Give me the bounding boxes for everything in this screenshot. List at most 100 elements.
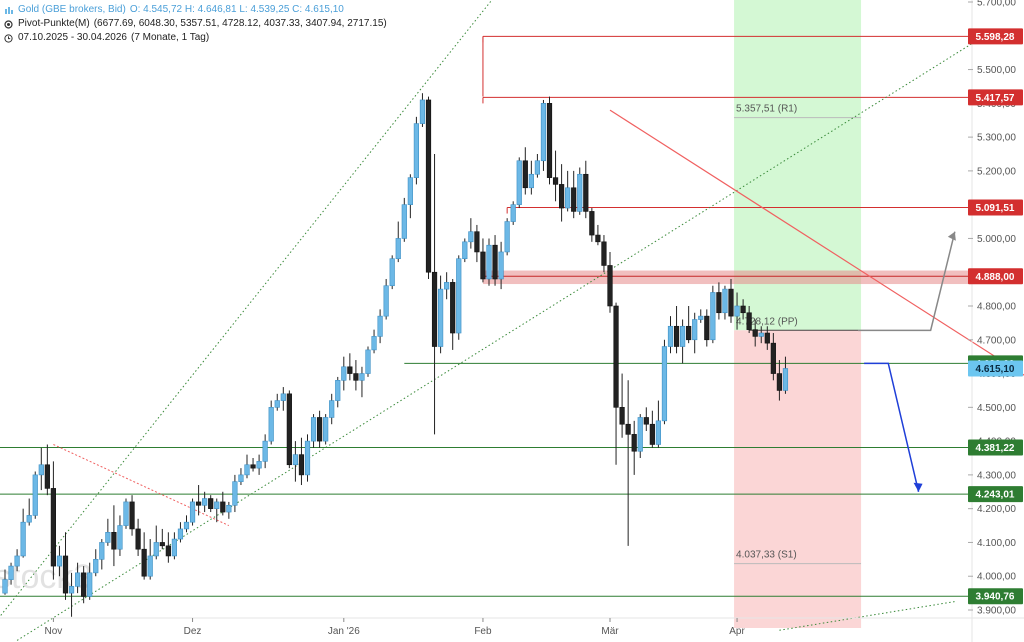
- support-tag-label: 4.243,01: [976, 490, 1015, 501]
- candle-body: [655, 420, 661, 445]
- candle-body: [746, 312, 752, 330]
- candle-body: [619, 407, 625, 425]
- y-tick-label: 4.000,00: [977, 572, 1016, 583]
- candle-body: [728, 288, 734, 317]
- y-tick-label: 4.500,00: [977, 403, 1016, 414]
- candle-body: [93, 559, 99, 574]
- x-tick-label: Mär: [601, 626, 619, 637]
- pivot-indicator-name: Pivot-Punkte(M): [18, 18, 90, 29]
- pivot-label-pp: 4.728,12 (PP): [736, 316, 798, 327]
- candle-body: [764, 332, 770, 344]
- support-tag-bg: [968, 588, 1023, 605]
- projection-up-arrowhead: [947, 231, 956, 241]
- candle-body: [498, 251, 504, 280]
- candle-body: [335, 380, 341, 401]
- candle-body: [50, 488, 56, 567]
- candle-body: [68, 586, 75, 594]
- x-tick-label: Nov: [45, 626, 63, 637]
- candle-body: [135, 528, 141, 550]
- legend-pivot-row: Pivot-Punkte(M) (6677.69, 6048.30, 5357.…: [4, 17, 387, 31]
- candle-body: [274, 400, 280, 408]
- candle-body: [153, 542, 159, 557]
- candle-body: [323, 417, 329, 442]
- candle-body: [38, 464, 44, 476]
- candle-body: [437, 288, 444, 347]
- resistance-tag-label: 5.091,51: [976, 203, 1015, 214]
- candle-body: [196, 501, 202, 506]
- candle-body: [704, 315, 710, 341]
- x-tick-label: Dez: [184, 626, 202, 637]
- resistance-tag-bg: [968, 28, 1023, 45]
- candle-body: [171, 538, 178, 557]
- y-tick-label: 4.200,00: [977, 504, 1016, 515]
- resistance-tag-label: 5.417,57: [976, 93, 1015, 104]
- current-price-tag-label: 4.615,10: [976, 364, 1015, 375]
- y-tick-label: 4.300,00: [977, 470, 1016, 481]
- candle-body: [347, 366, 353, 374]
- support-tag-label: 4.381,22: [976, 443, 1015, 454]
- y-tick-label: 4.700,00: [977, 335, 1016, 346]
- resistance-zone-tag-label: 4.888,00: [976, 272, 1015, 283]
- pivot-label-r1: 5.357,51 (R1): [736, 104, 797, 115]
- candle-body: [480, 251, 486, 280]
- candle-body: [734, 305, 740, 317]
- candle-body: [401, 204, 407, 239]
- candle-body: [81, 572, 87, 597]
- candle-body: [177, 528, 184, 540]
- x-tick-label: Apr: [729, 626, 745, 637]
- candle-body: [298, 454, 305, 476]
- candle-body: [462, 241, 468, 260]
- candle-body: [419, 99, 426, 124]
- candle-body: [99, 542, 105, 560]
- support-tag-bg: [968, 439, 1023, 456]
- candle-body: [165, 545, 171, 557]
- candle-body: [649, 423, 655, 445]
- candle-body: [371, 336, 377, 351]
- channel-line: [0, 0, 493, 618]
- projection-down-arrow: [864, 362, 920, 492]
- candle-body: [14, 555, 20, 567]
- resistance-tag-bg: [968, 199, 1023, 216]
- candle-body: [20, 521, 26, 557]
- candle-body: [129, 501, 135, 530]
- y-tick-label: 4.800,00: [977, 302, 1016, 313]
- candle-body: [105, 532, 111, 543]
- candle-body: [444, 282, 450, 290]
- pivot-label-s1: 4.037,33 (S1): [736, 550, 797, 561]
- candle-body: [268, 407, 274, 442]
- candle-body: [310, 417, 317, 442]
- support-tag-bg: [968, 486, 1023, 503]
- candle-body: [220, 501, 226, 513]
- candle-body: [552, 177, 559, 185]
- candle-body: [26, 515, 32, 523]
- candle-body: [341, 366, 347, 381]
- candle-body: [613, 305, 619, 408]
- candle-body: [468, 231, 474, 243]
- candle-body: [183, 521, 190, 530]
- candle-body: [32, 474, 38, 516]
- candle-body: [87, 572, 93, 597]
- pivot-dot-icon: [4, 19, 13, 29]
- candle-body: [667, 325, 674, 347]
- gold-chart-icon: [4, 6, 13, 15]
- legend-instrument-row: Gold (GBE brokers, Bid) O: 4.545,72 H: 4…: [4, 3, 387, 17]
- candle-body: [595, 234, 601, 243]
- candle-body: [643, 417, 649, 425]
- candle-body: [226, 504, 232, 513]
- candle-body: [44, 464, 50, 489]
- current-price-tag-bg: [968, 360, 1023, 377]
- chart-legend: Gold (GBE brokers, Bid) O: 4.545,72 H: 4…: [4, 3, 387, 45]
- candle-body: [504, 221, 510, 253]
- candle-body: [522, 160, 528, 189]
- candle-body: [202, 498, 208, 506]
- candle-body: [534, 160, 540, 175]
- candle-body: [516, 160, 522, 205]
- date-range-detail: (7 Monate, 1 Tag): [130, 32, 210, 43]
- candle-body: [528, 173, 534, 189]
- pivot-indicator-values: (6677.69, 6048.30, 5357.51, 4728.12, 403…: [93, 18, 387, 29]
- channel-line: [779, 601, 955, 631]
- candle-body: [692, 319, 698, 341]
- y-tick-label: 5.700,00: [977, 0, 1016, 9]
- candle-body: [625, 423, 631, 435]
